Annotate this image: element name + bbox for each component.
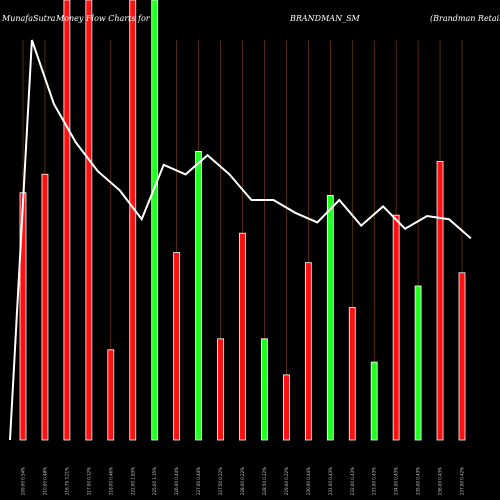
bar-19 xyxy=(414,285,422,441)
bar-label-19: 235.00 0.43% xyxy=(416,467,421,495)
bar-label-12: 228.50 0.22% xyxy=(262,467,267,495)
bar-label-2: 210.00 0.48% xyxy=(42,467,47,495)
bar-label-16: 232.00 0.43% xyxy=(350,467,355,495)
bar-2 xyxy=(41,173,49,441)
bar-label-13: 229.00 0.22% xyxy=(284,467,289,495)
bar-3 xyxy=(63,0,71,441)
site-name: MunafaSutra xyxy=(2,14,56,23)
bar-label-9: 227.00 0.44% xyxy=(196,467,201,495)
company-name: (Brandman Retail Limited) xyxy=(430,14,500,23)
bar-11 xyxy=(239,232,246,441)
bar-label-17: 233.00 0.43% xyxy=(372,467,377,495)
bar-10 xyxy=(217,338,224,441)
bar-label-7: 225.00 1.35% xyxy=(152,467,157,495)
bar-label-18: 234.00 0.43% xyxy=(394,467,399,495)
bar-label-15: 231.00 0.43% xyxy=(328,467,333,495)
bar-label-3: 216.75 3.21% xyxy=(64,467,69,495)
bar-label-8: 226.00 0.44% xyxy=(174,467,179,495)
bar-14 xyxy=(304,262,312,441)
bar-13 xyxy=(282,374,290,441)
bar-7 xyxy=(151,0,159,441)
bar-label-21: 237.00 0.42% xyxy=(460,467,465,495)
bar-21 xyxy=(458,272,466,441)
bar-6 xyxy=(129,0,137,441)
bar-label-5: 218.00 0.46% xyxy=(108,467,113,495)
bar-label-6: 222.00 1.83% xyxy=(130,467,135,495)
bar-label-10: 227.50 0.22% xyxy=(218,467,223,495)
symbol: BRANDMAN_SM xyxy=(290,14,360,23)
bar-label-1: 209.00 0.54% xyxy=(21,467,26,495)
money-flow-line xyxy=(9,39,472,441)
bar-18 xyxy=(392,214,400,441)
bar-16 xyxy=(348,307,356,441)
bar-label-11: 228.00 0.22% xyxy=(240,467,245,495)
bar-20 xyxy=(436,161,444,441)
bar-5 xyxy=(107,349,115,441)
bar-4 xyxy=(85,0,93,441)
bar-17 xyxy=(370,361,378,441)
bar-9 xyxy=(195,150,203,441)
bar-8 xyxy=(173,252,181,441)
bar-label-20: 236.00 0.43% xyxy=(438,467,443,495)
chart-title: Money Flow Charts for xyxy=(56,14,150,23)
bar-12 xyxy=(261,338,268,441)
bar-label-4: 217.00 0.12% xyxy=(86,467,91,495)
bar-15 xyxy=(326,194,334,441)
bar-label-14: 230.00 0.44% xyxy=(306,467,311,495)
